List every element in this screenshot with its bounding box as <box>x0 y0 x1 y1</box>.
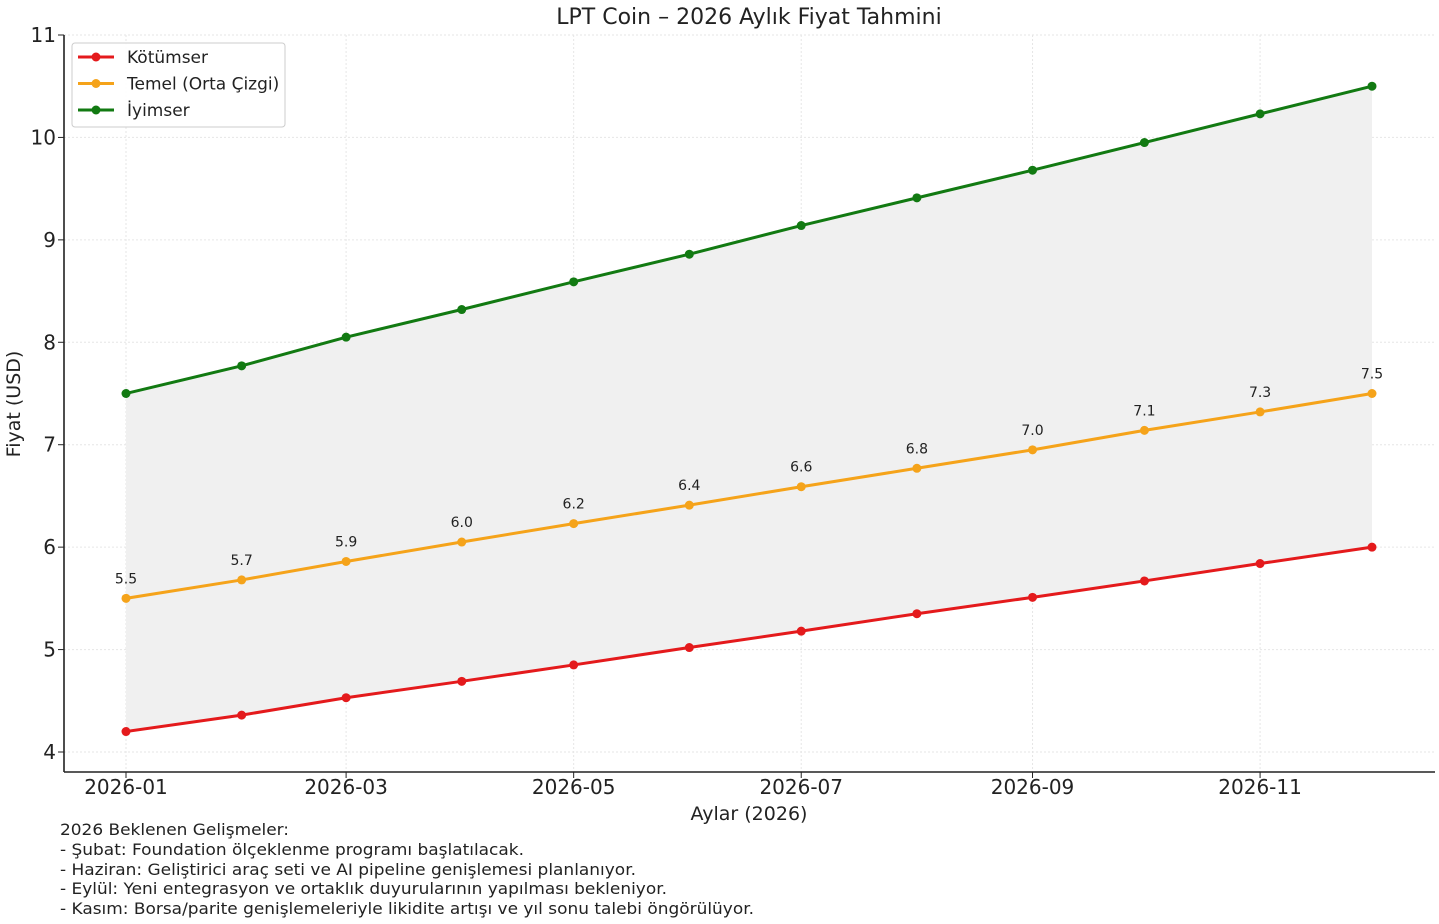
data-point <box>684 249 694 259</box>
annotation-heading: 2026 Beklenen Gelişmeler: <box>60 820 289 839</box>
data-label: 6.6 <box>790 460 812 476</box>
x-tick-label: 2026-11 <box>1218 775 1302 799</box>
data-point <box>237 710 247 720</box>
data-point <box>1255 559 1265 569</box>
legend-label: Temel (Orta Çizgi) <box>126 75 279 95</box>
data-label: 5.5 <box>115 571 137 587</box>
legend: Kötümser Temel (Orta Çizgi) İyimser <box>71 42 286 128</box>
data-point <box>121 593 131 603</box>
data-point <box>1028 165 1038 175</box>
y-tick-label: 7 <box>43 433 56 457</box>
data-point <box>457 676 467 686</box>
data-point <box>237 575 247 585</box>
series-lines <box>121 81 1377 737</box>
annotation-box: 2026 Beklenen Gelişmeler: - Şubat: Found… <box>60 820 754 918</box>
annotation-line: - Kasım: Borsa/parite genişlemeleriyle l… <box>60 899 754 918</box>
y-tick-label: 5 <box>43 638 56 662</box>
data-label: 5.9 <box>335 534 357 550</box>
data-point <box>569 660 579 670</box>
data-point <box>457 537 467 547</box>
legend-marker <box>91 52 101 62</box>
data-point <box>569 277 579 287</box>
y-tick-label: 6 <box>43 535 56 559</box>
data-point <box>457 305 467 315</box>
data-point <box>1028 445 1038 455</box>
annotation-line: - Eylül: Yeni entegrasyon ve ortaklık du… <box>60 879 667 898</box>
y-axis-label: Fiyat (USD) <box>3 351 25 458</box>
legend-marker <box>91 79 101 88</box>
data-point <box>1255 407 1265 417</box>
data-point <box>1367 542 1377 552</box>
data-point <box>684 643 694 653</box>
range-fill-area <box>126 86 1372 732</box>
data-point <box>1367 389 1377 398</box>
x-ticks: 2026-01 2026-03 2026-05 2026-07 2026-09 2026-… <box>84 772 1302 799</box>
legend-marker <box>91 105 101 115</box>
data-label: 5.7 <box>231 553 253 569</box>
data-point <box>1139 576 1149 586</box>
annotation-line: - Haziran: Geliştirici araç seti ve AI p… <box>60 860 636 879</box>
data-point <box>912 193 922 203</box>
legend-label: Kötümser <box>127 48 208 68</box>
x-axis-label: Aylar (2026) <box>691 803 808 825</box>
x-tick-label: 2026-01 <box>84 775 168 799</box>
data-point <box>237 361 247 371</box>
data-labels: 5.5 5.7 5.9 6.0 6.2 6.4 6.6 6.8 7.0 7.1 7.3 7.5 <box>115 367 1383 588</box>
data-point <box>796 482 806 492</box>
series-line <box>125 392 1373 600</box>
series-line <box>125 545 1373 733</box>
y-tick-label: 10 <box>31 125 56 149</box>
data-point <box>1139 425 1149 435</box>
data-label: 6.8 <box>906 441 928 457</box>
data-point <box>684 500 694 510</box>
data-label: 7.3 <box>1249 385 1271 401</box>
x-tick-label: 2026-07 <box>759 775 843 799</box>
data-point <box>341 332 351 342</box>
data-point <box>121 389 131 398</box>
data-point <box>121 727 131 737</box>
data-point <box>1367 81 1377 91</box>
data-label: 7.0 <box>1021 423 1043 439</box>
data-point <box>1139 138 1149 148</box>
annotation-line: - Şubat: Foundation ölçeklenme programı … <box>60 840 524 859</box>
chart-title: LPT Coin – 2026 Aylık Fiyat Tahmini <box>556 5 941 30</box>
y-ticks: 4 5 6 7 8 9 10 11 <box>31 23 64 764</box>
data-label: 7.5 <box>1361 367 1383 383</box>
data-label: 7.1 <box>1133 403 1155 419</box>
data-label: 6.0 <box>451 515 473 531</box>
data-point <box>341 693 351 703</box>
y-tick-label: 11 <box>31 23 56 47</box>
data-point <box>796 626 806 636</box>
data-point <box>1028 592 1038 602</box>
series-line <box>125 84 1373 395</box>
data-point <box>796 221 806 231</box>
data-point <box>912 609 922 619</box>
legend-label: İyimser <box>127 100 190 121</box>
x-tick-label: 2026-05 <box>532 775 616 799</box>
data-point <box>569 519 579 529</box>
data-point <box>1255 109 1265 119</box>
data-label: 6.4 <box>678 478 700 494</box>
y-tick-label: 4 <box>43 740 56 764</box>
data-point <box>912 463 922 473</box>
x-tick-label: 2026-09 <box>991 775 1075 799</box>
data-point <box>341 556 351 566</box>
y-tick-label: 8 <box>43 330 56 354</box>
x-tick-label: 2026-03 <box>304 775 388 799</box>
data-label: 6.2 <box>563 497 585 513</box>
y-tick-label: 9 <box>43 228 56 252</box>
